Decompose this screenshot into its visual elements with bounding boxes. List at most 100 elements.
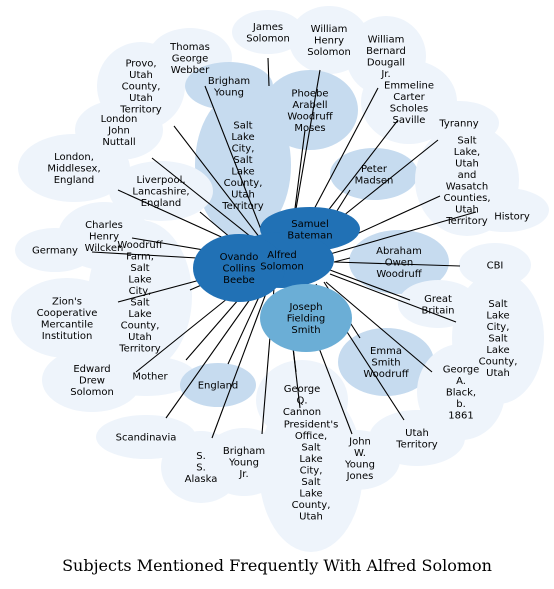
node-label-line: b. <box>456 399 466 410</box>
node-label-line: Moses <box>294 123 325 134</box>
node-james-solomon-bubble <box>232 10 304 54</box>
node-label-line: Territory <box>445 216 488 227</box>
node-label-line: Emma <box>370 346 402 357</box>
node-label-line: Beebe <box>223 275 255 286</box>
node-label-line: City, <box>487 322 510 333</box>
node-ovando-collins-beebe-bubble <box>193 234 285 302</box>
node-label-line: Woodruff <box>287 111 333 122</box>
node-label-line: Middlesex, <box>47 164 100 175</box>
node-william-henry-solomon-label: William Henry Solomon <box>307 24 351 58</box>
edge-james-solomon <box>267 57 270 87</box>
node-label-line: Woodruff <box>117 240 163 251</box>
node-ss-alaska-label: S. S. Alaska <box>185 451 218 485</box>
node-label-line: Germany <box>32 246 78 257</box>
node-salt-lake-city-territory-label: Salt Lake City, Salt Lake County, Utah Territor… <box>221 120 264 212</box>
node-label-line: Utah <box>129 93 153 104</box>
node-label-line: President's <box>284 420 339 431</box>
edge-london-john-nuttall <box>151 157 261 245</box>
node-label-line: Liverpool, <box>136 175 185 186</box>
node-phoebe-arabell-woodruff-moses-bubble <box>262 70 358 150</box>
node-label-line: Utah <box>128 332 152 343</box>
node-label-line: Salt <box>301 443 320 454</box>
node-label-line: Lake <box>299 454 322 465</box>
node-label-line: George <box>284 384 320 395</box>
node-label-line: Black, <box>446 388 476 399</box>
node-label-line: Utah <box>455 204 479 215</box>
node-presidents-office-label: President's Office, Salt Lake City, Salt Lake C… <box>284 420 339 523</box>
node-england-bubble <box>180 363 256 407</box>
node-label-line: John <box>107 126 130 137</box>
node-label-line: W. <box>354 448 366 459</box>
node-label-line: England <box>54 175 95 186</box>
node-label-line: Utah <box>231 189 255 200</box>
node-thomas-george-webber-label: Thomas George Webber <box>169 42 210 76</box>
node-ss-alaska-bubble <box>161 431 241 503</box>
node-woodruff-farm-label: Woodruff Farm, Salt Lake City, Salt Lake County… <box>117 240 163 355</box>
node-brigham-young-label: Brigham Young <box>208 76 250 99</box>
node-label-line: Madsen <box>355 175 394 186</box>
node-label-line: County, <box>479 357 518 368</box>
node-peter-madsen-label: Peter Madsen <box>355 164 394 187</box>
node-label-line: London, <box>54 152 94 163</box>
node-label-line: Bateman <box>287 230 332 241</box>
node-label-line: Utah <box>455 158 479 169</box>
node-label-line: Scandinavia <box>116 433 177 444</box>
node-label-line: Solomon <box>307 47 351 58</box>
node-peter-madsen-bubble <box>330 148 418 200</box>
node-label-line: Territory <box>221 201 264 212</box>
node-salt-lake-city-territory-bubble <box>195 91 291 239</box>
node-label-line: Mercantile <box>41 319 93 330</box>
node-label-line: S. <box>196 463 206 474</box>
bubble-layer <box>11 6 549 552</box>
node-edward-drew-solomon-label: Edward Drew Solomon <box>70 364 114 398</box>
node-william-bernard-dougall-label: William Bernard Dougall Jr. <box>366 34 406 80</box>
node-label-line: Brigham <box>208 76 250 87</box>
node-label-line: Scholes <box>390 103 428 114</box>
node-london-middlesex-bubble <box>18 134 130 202</box>
focus-layer <box>193 207 360 352</box>
node-label-line: Salt <box>488 299 507 310</box>
node-label-line: Zion's <box>52 296 82 307</box>
node-liverpool-label: Liverpool, Lancashire, England <box>132 175 189 209</box>
node-label-line: Jones <box>346 471 374 482</box>
node-label-line: Lake <box>231 132 254 143</box>
node-label-line: John <box>348 436 371 447</box>
node-label-line: Woodruff <box>376 269 422 280</box>
node-label-line: Lake <box>486 311 509 322</box>
node-label-line: City, <box>129 286 152 297</box>
node-label-line: History <box>494 212 530 223</box>
node-label-line: 1861 <box>448 411 473 422</box>
node-label-line: Nuttall <box>102 137 135 148</box>
node-germany-label: Germany <box>32 246 78 257</box>
node-label-line: Mother <box>132 372 168 383</box>
node-label-line: Young <box>344 459 375 470</box>
node-label-line: Utah <box>405 428 429 439</box>
node-label-line: Carter <box>393 92 425 103</box>
node-label-line: Lake <box>128 274 151 285</box>
node-label-line: Territory <box>118 343 161 354</box>
node-label-line: London <box>101 114 138 125</box>
edge-cbi <box>333 261 461 267</box>
node-scandinavia-label: Scandinavia <box>116 433 177 444</box>
node-label-line: Jr. <box>380 69 390 80</box>
node-label-line: Great <box>424 294 452 305</box>
node-label-line: Provo, <box>125 59 156 70</box>
node-wasatch-counties-label: Salt Lake, Utah and Wasatch Counties, Utah Terr… <box>443 135 490 227</box>
node-label-line: Territory <box>395 439 438 450</box>
node-ovando-collins-beebe-label: Ovando Collins Beebe <box>220 252 259 286</box>
node-label-line: Dougall <box>367 57 405 68</box>
node-history-bubble <box>461 188 549 232</box>
node-utah-territory-label: Utah Territory <box>395 428 438 451</box>
node-label-line: Smith <box>291 325 320 336</box>
edge-scandinavia <box>165 287 259 419</box>
edge-provo <box>173 125 261 239</box>
node-london-middlesex-label: London, Middlesex, England <box>47 152 100 186</box>
node-tyranny-label: Tyranny <box>438 119 478 130</box>
edge-william-henry-solomon <box>291 69 321 233</box>
node-england-label: England <box>198 381 239 392</box>
node-label-line: Utah <box>129 70 153 81</box>
node-history-label: History <box>494 212 530 223</box>
node-label-line: City, <box>232 143 255 154</box>
